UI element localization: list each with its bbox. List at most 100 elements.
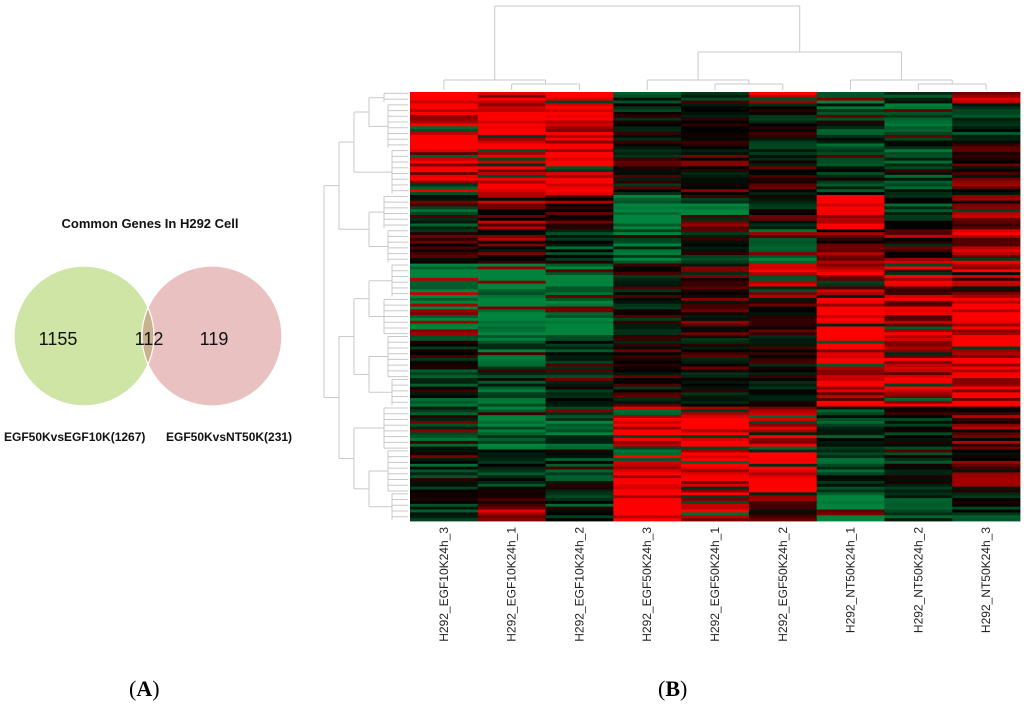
heatmap-cell [410,260,479,264]
heatmap-cell [477,492,546,496]
heatmap-cell [477,109,546,113]
heatmap-cell [748,489,818,493]
heatmap-cell [816,335,885,339]
heatmap-cell [410,438,479,442]
heatmap-cell [748,306,818,310]
heatmap-cell [613,395,682,399]
heatmap-cell [545,312,614,316]
heatmap-cell [816,418,885,422]
heatmap-cell [748,420,818,425]
heatmap-cell [952,463,1021,468]
heatmap-cell [884,177,953,182]
heatmap-cell [816,275,885,279]
heatmap-cell [816,317,885,322]
heatmap-cell [952,180,1021,184]
heatmap-cell [613,226,682,230]
heatmap-cell [681,297,750,302]
heatmap-cell [477,509,546,513]
heatmap-cell [681,203,750,207]
heatmap-cell [477,94,546,99]
heatmap-cell [816,486,885,490]
heatmap-cell [884,443,953,448]
heatmap-cell [545,332,614,336]
heatmap-cell [816,329,885,333]
heatmap-cell [681,109,750,113]
heatmap-cell [477,498,546,502]
heatmap-cell [545,106,614,110]
heatmap-cell [545,194,614,199]
heatmap-cell [410,280,479,285]
heatmap-cell [748,114,818,119]
heatmap-cell [477,269,546,273]
heatmap-cell [545,369,614,373]
heatmap-cell [545,389,614,393]
heatmap-cell [410,223,479,227]
panel-a-label: (A) [129,676,160,701]
heatmap-cell [613,489,682,493]
heatmap-cell [613,432,682,436]
heatmap-cell [816,392,885,396]
heatmap-cell [410,483,479,488]
heatmap-cell [477,372,546,376]
heatmap-cell [952,209,1021,213]
heatmap-cell [477,518,546,522]
heatmap-cell [681,486,750,490]
heatmap-cell [410,337,479,342]
heatmap-cell [748,403,818,407]
heatmap-cell [681,189,750,193]
heatmap-cell [613,109,682,113]
heatmap-cell [477,446,546,450]
heatmap-cell [477,129,546,133]
heatmap-cell [748,200,818,204]
heatmap-cell [952,518,1021,522]
heatmap-cell [545,515,614,519]
heatmap-cell [477,455,546,459]
heatmap-cell [884,214,953,219]
heatmap-cell [952,263,1021,267]
heatmap-cell [545,458,614,462]
heatmap-cell [748,355,818,359]
heatmap-cell [748,349,818,353]
heatmap-cell [613,134,682,139]
heatmap-cell [545,472,614,476]
heatmap-cell [952,240,1021,244]
heatmap-cell [613,446,682,450]
heatmap-cell [681,475,750,479]
heatmap-cell [884,392,953,396]
heatmap-cell [477,317,546,322]
heatmap-cell [952,272,1021,276]
heatmap-cell [410,500,479,505]
heatmap-cell [884,463,953,468]
heatmap-cell [681,160,750,164]
heatmap-cell [816,360,885,365]
heatmap-cell [613,97,682,101]
heatmap-cell [952,383,1021,387]
heatmap-cell [952,200,1021,204]
heatmap-cell [952,443,1021,448]
heatmap-cell [681,197,750,202]
heatmap-cell [884,420,953,425]
heatmap-cell [681,103,750,107]
heatmap-cell [545,174,614,179]
heatmap-cell [477,217,546,222]
heatmap-cell [613,106,682,110]
heatmap-cell [816,266,885,270]
heatmap-cell [816,94,885,99]
heatmap-cell [477,483,546,488]
heatmap-cell [545,172,614,176]
heatmap-cell [748,166,818,170]
heatmap-cell [410,486,479,490]
heatmap-cell [545,200,614,204]
heatmap-cell [545,378,614,382]
heatmap-cell [477,432,546,436]
heatmap-cell [816,152,885,156]
heatmap-cell [748,363,818,367]
heatmap-cell [952,157,1021,162]
heatmap-cell [613,112,682,116]
heatmap-cell [748,509,818,513]
heatmap-cell [884,174,953,179]
heatmap-cell [952,223,1021,227]
heatmap-cell [410,403,479,407]
heatmap-cell [410,326,479,330]
heatmap-cell [884,512,953,516]
